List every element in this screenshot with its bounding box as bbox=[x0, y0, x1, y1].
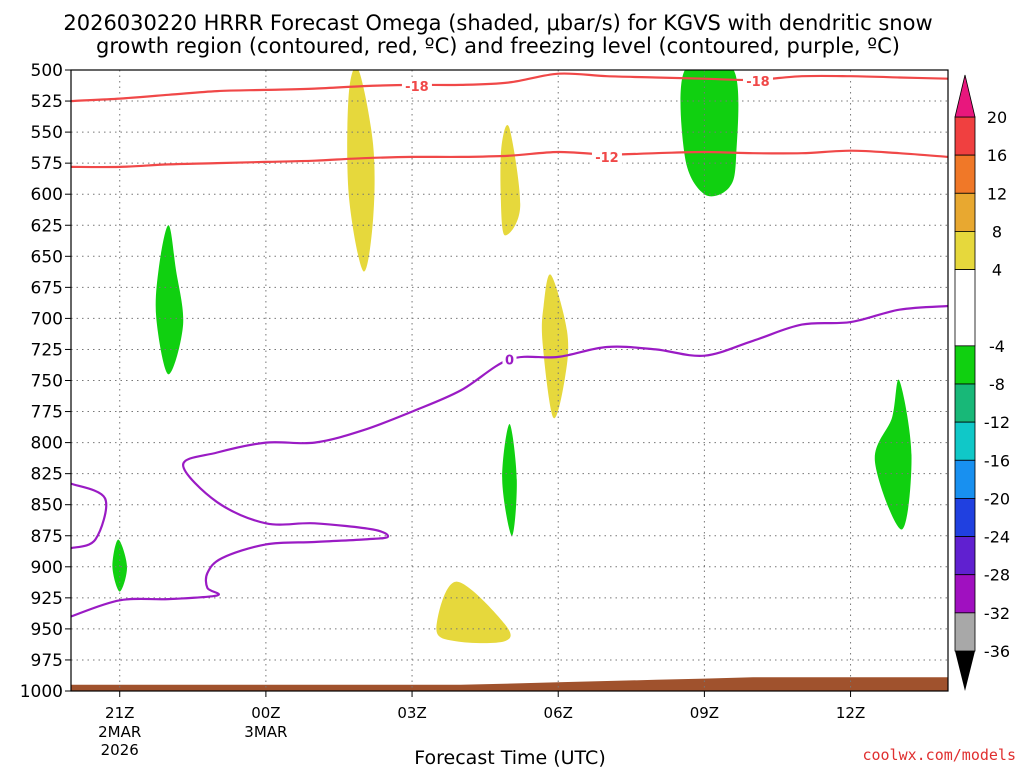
omega-positive-region bbox=[347, 70, 375, 272]
freezing-level-label: 0 bbox=[505, 353, 514, 368]
y-tick-label: 800 bbox=[31, 434, 63, 454]
colorbar-level-label: -24 bbox=[984, 528, 1010, 547]
y-tick-label: 750 bbox=[31, 372, 63, 392]
colorbar: 20 16 12 8 4 -4 -8 -12 -16 -20 -24 -28 -32 -36 bbox=[954, 74, 1010, 691]
y-tick-label: 575 bbox=[31, 154, 63, 174]
colorbar-top-cap bbox=[954, 74, 976, 118]
y-tick-label: 700 bbox=[31, 309, 63, 329]
colorbar-bin bbox=[954, 192, 976, 232]
y-tick-label: 725 bbox=[31, 340, 63, 360]
colorbar-level-label: -16 bbox=[984, 451, 1010, 470]
colorbar-level-label: 16 bbox=[987, 146, 1007, 165]
credit-text: coolwx.com/models bbox=[862, 746, 1016, 764]
omega-positive-region bbox=[500, 124, 521, 236]
colorbar-bin bbox=[954, 421, 976, 461]
y-tick-label: 500 bbox=[31, 61, 63, 81]
omega-negative-region bbox=[155, 225, 184, 375]
dendritic-contour-line bbox=[71, 72, 948, 103]
y-tick-label: 975 bbox=[31, 651, 63, 671]
x-tick-label: 00Z bbox=[251, 704, 280, 722]
terrain-fill bbox=[71, 677, 948, 691]
colorbar-bin bbox=[954, 498, 976, 537]
y-tick-label: 1000 bbox=[20, 682, 63, 702]
colorbar-bin bbox=[954, 269, 976, 347]
x-tick-label: 09Z bbox=[690, 704, 719, 722]
colorbar-level-label: -4 bbox=[989, 337, 1005, 356]
x-tick-label: 03Z bbox=[397, 704, 426, 722]
y-tick-label: 775 bbox=[31, 403, 63, 423]
x-tick-date-label: 2MAR bbox=[98, 723, 141, 741]
x-tick-date-label: 3MAR bbox=[244, 723, 287, 741]
colorbar-bin bbox=[954, 612, 976, 652]
contour-lines: -18 -18 -12 0 bbox=[71, 72, 948, 618]
y-tick-label: 850 bbox=[31, 496, 63, 516]
colorbar-level-label: 20 bbox=[987, 108, 1007, 127]
colorbar-level-label: 4 bbox=[992, 261, 1002, 280]
omega-negative-region bbox=[680, 70, 739, 197]
dendritic-contour-label: -18 bbox=[405, 80, 429, 95]
y-tick-label: 875 bbox=[31, 527, 63, 547]
freezing-level-label-bg bbox=[502, 351, 517, 367]
colorbar-level-label: -32 bbox=[984, 604, 1010, 623]
plot-area bbox=[71, 70, 948, 691]
colorbar-level-label: -36 bbox=[984, 642, 1010, 661]
dendritic-contour-line bbox=[71, 149, 948, 169]
x-axis-label: Forecast Time (UTC) bbox=[414, 747, 605, 768]
y-tick-label: 650 bbox=[31, 247, 63, 267]
colorbar-bin bbox=[954, 116, 976, 156]
colorbar-bin bbox=[954, 536, 976, 576]
x-tick-label: 06Z bbox=[544, 704, 573, 722]
colorbar-level-label: -28 bbox=[984, 566, 1010, 585]
freezing-level-contour bbox=[71, 304, 948, 618]
x-tick-year-label: 2026 bbox=[101, 741, 139, 759]
dendritic-contour-label: -12 bbox=[595, 151, 619, 166]
dendritic-contour-label-bg bbox=[742, 73, 773, 89]
freezing-level-contour bbox=[71, 482, 108, 550]
y-tick-label: 675 bbox=[31, 278, 63, 298]
colorbar-bin bbox=[954, 574, 976, 614]
y-tick-label: 625 bbox=[31, 216, 63, 236]
omega-negative-region bbox=[874, 379, 912, 530]
colorbar-bin bbox=[954, 231, 976, 270]
omega-negative-region bbox=[502, 424, 517, 536]
grid-lines bbox=[71, 70, 948, 691]
colorbar-bin bbox=[954, 154, 976, 194]
omega-positive-region bbox=[541, 274, 569, 419]
y-tick-label: 950 bbox=[31, 620, 63, 640]
colorbar-level-label: 8 bbox=[992, 222, 1002, 241]
colorbar-bin bbox=[954, 459, 976, 499]
y-tick-label: 550 bbox=[31, 123, 63, 143]
dendritic-contour-label: -18 bbox=[746, 75, 770, 90]
x-tick-label: 21Z bbox=[105, 704, 134, 722]
y-tick-label: 900 bbox=[31, 558, 63, 578]
dendritic-contour-label-bg bbox=[401, 78, 432, 94]
omega-positive-region bbox=[436, 581, 511, 644]
colorbar-bin bbox=[954, 383, 976, 423]
colorbar-bin bbox=[954, 345, 976, 385]
y-tick-label: 825 bbox=[31, 465, 63, 485]
chart-title-line-2: growth region (contoured, red, ºC) and f… bbox=[96, 34, 900, 58]
y-tick-label: 600 bbox=[31, 185, 63, 205]
chart-title-line-1: 2026030220 HRRR Forecast Omega (shaded, … bbox=[63, 11, 932, 35]
x-tick-label: 12Z bbox=[836, 704, 865, 722]
dendritic-contour-label-bg bbox=[591, 148, 622, 164]
colorbar-bottom-cap bbox=[955, 651, 975, 691]
axes: 500 525 550 575 600 625 650 675 700 725 750 775 800 8… bbox=[20, 61, 949, 759]
colorbar-level-label: -8 bbox=[989, 375, 1005, 394]
colorbar-level-label: 12 bbox=[987, 184, 1007, 203]
colorbar-level-label: -12 bbox=[984, 413, 1010, 432]
colorbar-level-label: -20 bbox=[984, 489, 1010, 508]
y-tick-label: 925 bbox=[31, 589, 63, 609]
y-tick-label: 525 bbox=[31, 92, 63, 112]
